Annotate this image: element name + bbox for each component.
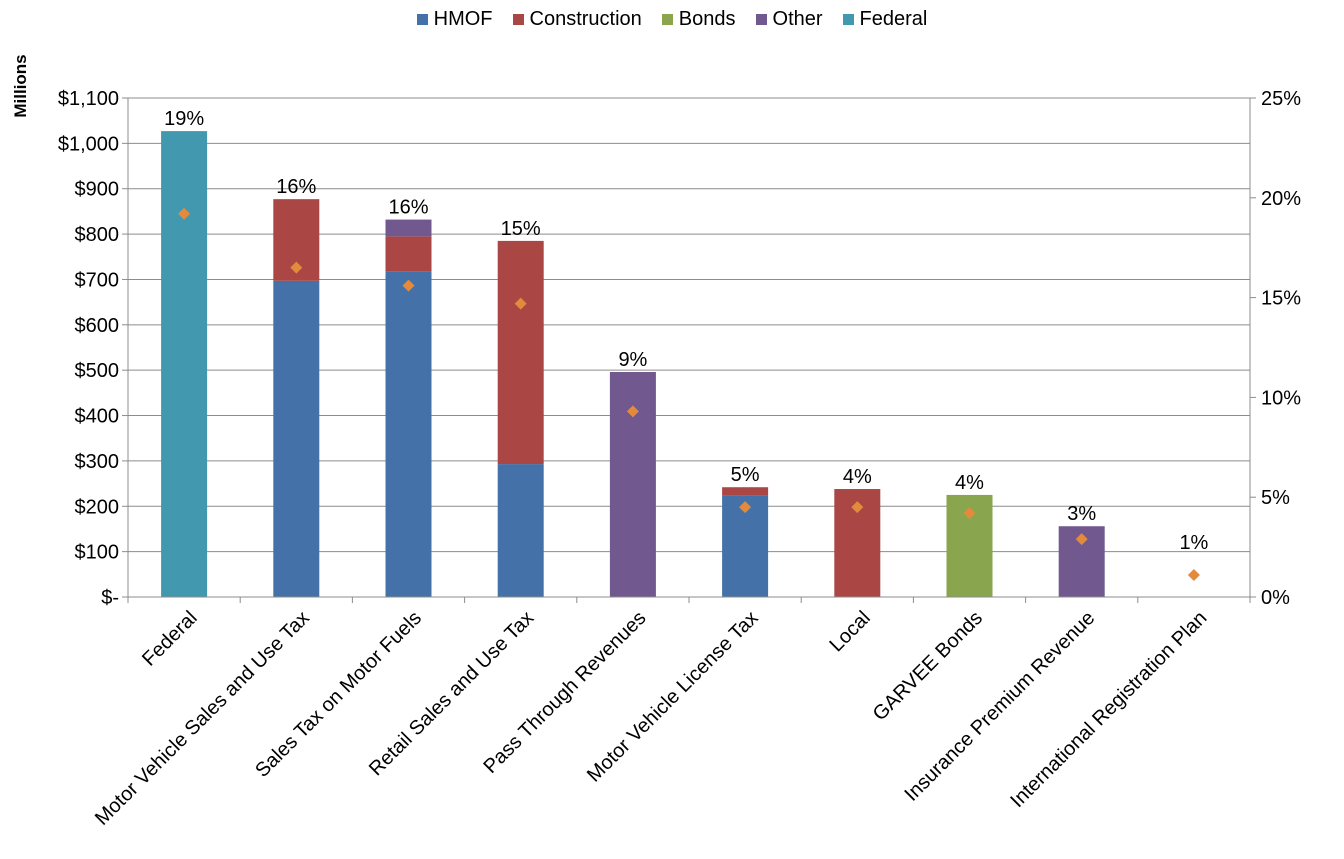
y-tick-label: $800 xyxy=(75,224,120,246)
share-marker xyxy=(963,507,976,520)
y2-tick-label: 0% xyxy=(1261,587,1290,609)
legend-item: Construction xyxy=(512,8,642,31)
legend-label: Bonds xyxy=(678,8,736,30)
share-marker xyxy=(1075,533,1088,546)
legend-swatch xyxy=(512,14,524,25)
bar-segment xyxy=(273,280,320,597)
x-tick-label: Local xyxy=(825,607,874,656)
legend-swatch xyxy=(842,14,854,25)
share-marker xyxy=(626,405,639,418)
bar-segment xyxy=(497,464,544,597)
legend-label: Federal xyxy=(859,8,928,30)
legend-item: Bonds xyxy=(661,8,736,31)
share-label: 4% xyxy=(843,466,872,488)
y2-tick-label: 25% xyxy=(1261,88,1301,110)
y-tick-label: $700 xyxy=(75,269,120,291)
y-tick-label: $1,100 xyxy=(58,88,119,110)
share-label: 16% xyxy=(276,176,316,198)
share-label: 5% xyxy=(731,464,760,486)
bar-segment xyxy=(385,219,432,237)
y-tick-label: $300 xyxy=(75,451,120,473)
y2-tick-label: 20% xyxy=(1261,188,1301,210)
y-tick-label: $500 xyxy=(75,360,120,382)
y-tick-label: $200 xyxy=(75,496,120,518)
share-label: 1% xyxy=(1179,532,1208,554)
legend-label: Other xyxy=(772,8,823,30)
share-marker xyxy=(739,501,752,514)
bar-segment xyxy=(497,240,544,465)
legend-swatch xyxy=(416,14,428,25)
y-tick-label: $400 xyxy=(75,406,120,428)
share-label: 15% xyxy=(501,218,541,240)
share-label: 4% xyxy=(955,472,984,494)
share-label: 9% xyxy=(618,349,647,371)
legend: HMOF Construction Bonds Other Federal xyxy=(0,8,1344,31)
y-tick-label: $1,000 xyxy=(58,133,119,155)
legend-item: Other xyxy=(755,8,823,31)
legend-label: HMOF xyxy=(433,8,493,30)
share-marker xyxy=(178,207,191,220)
bar-segment xyxy=(385,271,432,597)
bar-segment xyxy=(722,487,769,496)
y-tick-label: $900 xyxy=(75,179,120,201)
legend-label: Construction xyxy=(529,8,642,30)
share-marker xyxy=(851,501,864,514)
x-tick-label: Motor Vehicle Sales and Use Tax xyxy=(91,607,314,830)
y2-tick-label: 10% xyxy=(1261,387,1301,409)
x-tick-label: GARVEE Bonds xyxy=(869,607,987,725)
y-tick-label: $600 xyxy=(75,315,120,337)
y2-tick-label: 5% xyxy=(1261,487,1290,509)
legend-swatch xyxy=(661,14,673,25)
y-axis-title: Millions xyxy=(11,54,30,117)
legend-swatch xyxy=(755,14,767,25)
share-marker xyxy=(290,261,303,274)
share-marker xyxy=(1187,569,1200,582)
x-tick-label: Insurance Premium Revenue xyxy=(901,607,1100,806)
x-tick-label: International Registration Plan xyxy=(1006,607,1211,812)
share-label: 3% xyxy=(1067,503,1096,525)
share-label: 16% xyxy=(388,197,428,219)
share-marker xyxy=(514,297,527,310)
x-tick-label: Federal xyxy=(138,607,202,671)
y2-tick-label: 15% xyxy=(1261,288,1301,310)
y-tick-label: $100 xyxy=(75,542,120,564)
share-label: 19% xyxy=(164,108,204,130)
y-tick-label: $- xyxy=(101,587,119,609)
legend-item: Federal xyxy=(842,8,928,31)
share-marker xyxy=(402,279,415,292)
bar-segment xyxy=(385,236,432,272)
bar-segment xyxy=(161,131,208,597)
legend-item: HMOF xyxy=(416,8,493,31)
